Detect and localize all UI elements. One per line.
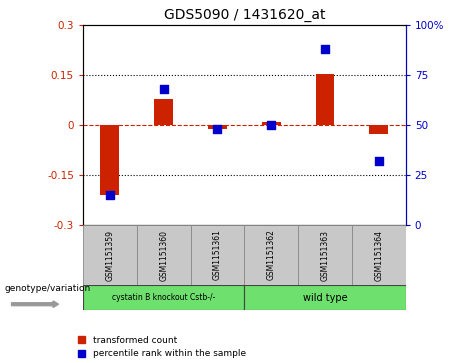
Text: GSM1151363: GSM1151363 xyxy=(320,229,330,281)
Point xyxy=(375,158,383,164)
Text: GSM1151360: GSM1151360 xyxy=(159,229,168,281)
FancyBboxPatch shape xyxy=(190,225,244,285)
FancyBboxPatch shape xyxy=(244,285,406,310)
Point xyxy=(106,192,113,198)
Text: genotype/variation: genotype/variation xyxy=(5,284,91,293)
Text: GSM1151364: GSM1151364 xyxy=(374,229,383,281)
Text: wild type: wild type xyxy=(303,293,347,303)
Bar xyxy=(208,125,227,129)
Bar xyxy=(262,122,281,125)
Legend: transformed count, percentile rank within the sample: transformed count, percentile rank withi… xyxy=(78,336,246,359)
Bar xyxy=(154,99,173,125)
Bar xyxy=(100,125,119,195)
Bar xyxy=(316,74,334,125)
FancyBboxPatch shape xyxy=(83,225,137,285)
FancyBboxPatch shape xyxy=(352,225,406,285)
Bar xyxy=(369,125,388,134)
FancyBboxPatch shape xyxy=(298,225,352,285)
FancyBboxPatch shape xyxy=(137,225,190,285)
Text: GSM1151359: GSM1151359 xyxy=(106,229,114,281)
Text: GSM1151362: GSM1151362 xyxy=(267,229,276,281)
Point xyxy=(214,126,221,132)
Text: cystatin B knockout Cstb-/-: cystatin B knockout Cstb-/- xyxy=(112,293,215,302)
Point xyxy=(321,46,329,52)
Point xyxy=(267,122,275,128)
Point xyxy=(160,86,167,92)
Title: GDS5090 / 1431620_at: GDS5090 / 1431620_at xyxy=(164,8,325,22)
FancyBboxPatch shape xyxy=(83,285,244,310)
FancyBboxPatch shape xyxy=(244,225,298,285)
Text: GSM1151361: GSM1151361 xyxy=(213,229,222,281)
